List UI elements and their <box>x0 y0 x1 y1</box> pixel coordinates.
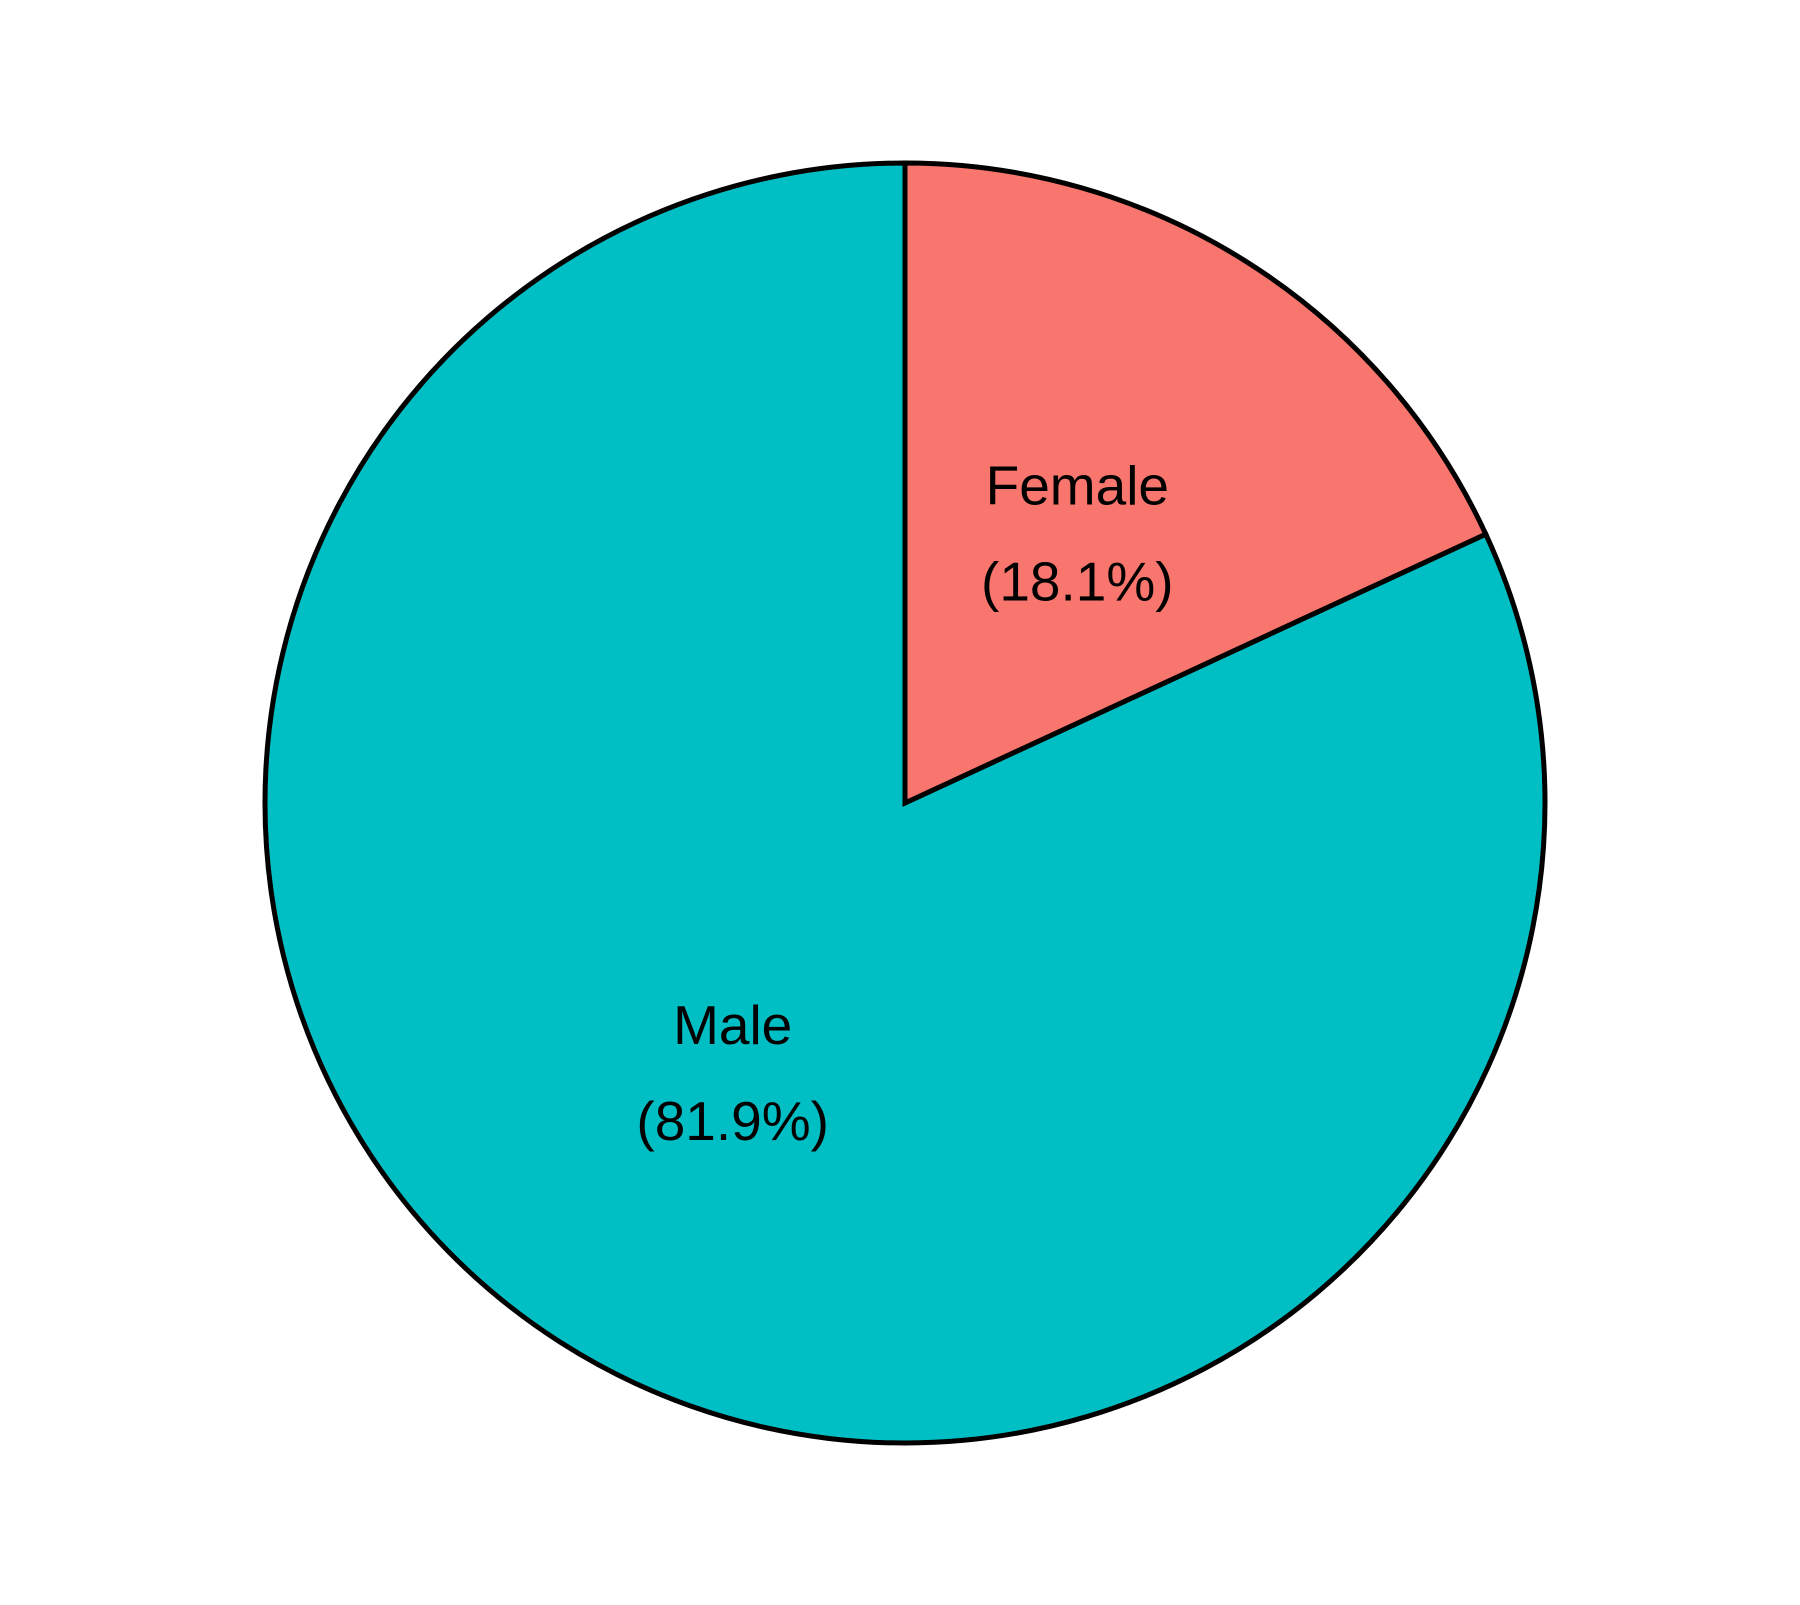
pie-labels: Male (81.9%) Female (18.1%) <box>636 455 1173 1152</box>
pie-slices <box>262 160 1548 1446</box>
pie-percent-male: (81.9%) <box>636 1090 829 1152</box>
pie-percent-female: (18.1%) <box>981 551 1174 613</box>
pie-label-male: Male <box>673 994 792 1056</box>
pie-slice-female <box>902 160 1490 807</box>
pie-label-female: Female <box>986 455 1169 517</box>
